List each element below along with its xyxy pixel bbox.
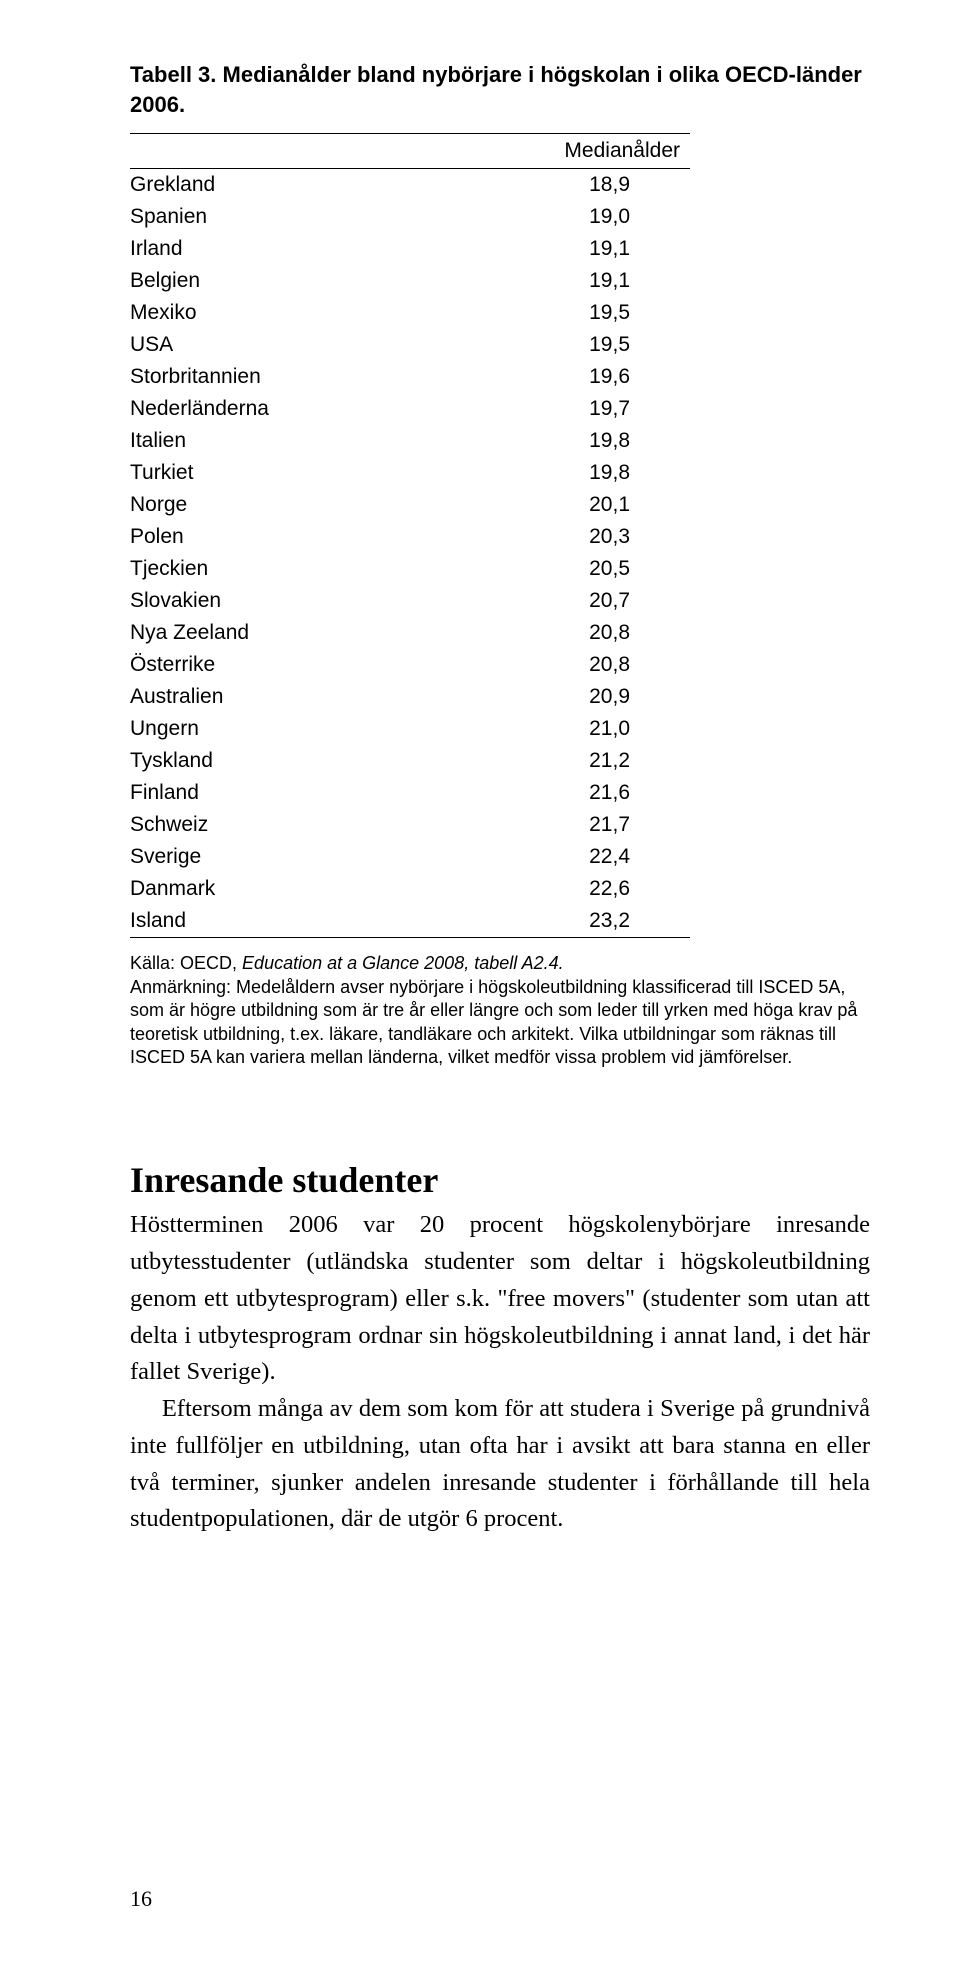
value-cell: 19,1 [424, 265, 690, 297]
value-cell: 21,6 [424, 777, 690, 809]
country-cell: Polen [130, 521, 424, 553]
value-cell: 19,8 [424, 457, 690, 489]
table-row: Italien19,8 [130, 425, 690, 457]
country-cell: Storbritannien [130, 361, 424, 393]
value-cell: 20,3 [424, 521, 690, 553]
value-cell: 19,5 [424, 329, 690, 361]
table-row: Nederländerna19,7 [130, 393, 690, 425]
country-cell: Australien [130, 681, 424, 713]
table-row: Turkiet19,8 [130, 457, 690, 489]
section-heading-inresande: Inresande studenter [130, 1159, 870, 1201]
value-cell: 20,5 [424, 553, 690, 585]
value-cell: 19,5 [424, 297, 690, 329]
value-cell: 19,7 [424, 393, 690, 425]
table-row: Slovakien20,7 [130, 585, 690, 617]
table-header-empty [130, 134, 424, 169]
body-paragraph-2: Eftersom många av dem som kom för att st… [130, 1391, 870, 1538]
value-cell: 21,2 [424, 745, 690, 777]
table-row: Sverige22,4 [130, 841, 690, 873]
table-row: Polen20,3 [130, 521, 690, 553]
table-row: Mexiko19,5 [130, 297, 690, 329]
value-cell: 23,2 [424, 905, 690, 938]
table-row: Belgien19,1 [130, 265, 690, 297]
country-cell: Schweiz [130, 809, 424, 841]
table-source-note: Källa: OECD, Education at a Glance 2008,… [130, 952, 870, 1069]
value-cell: 22,6 [424, 873, 690, 905]
country-cell: Spanien [130, 201, 424, 233]
country-cell: Sverige [130, 841, 424, 873]
country-cell: Nederländerna [130, 393, 424, 425]
table-row: Finland21,6 [130, 777, 690, 809]
value-cell: 20,7 [424, 585, 690, 617]
value-cell: 19,6 [424, 361, 690, 393]
value-cell: 21,0 [424, 713, 690, 745]
country-cell: Mexiko [130, 297, 424, 329]
table-row: Danmark22,6 [130, 873, 690, 905]
table-row: Tyskland21,2 [130, 745, 690, 777]
table-row: Storbritannien19,6 [130, 361, 690, 393]
country-cell: Italien [130, 425, 424, 457]
country-cell: Island [130, 905, 424, 938]
median-age-table: Medianålder Grekland18,9Spanien19,0Irlan… [130, 133, 690, 938]
table-row: Tjeckien20,5 [130, 553, 690, 585]
value-cell: 19,0 [424, 201, 690, 233]
country-cell: Slovakien [130, 585, 424, 617]
country-cell: Finland [130, 777, 424, 809]
table-row: Australien20,9 [130, 681, 690, 713]
country-cell: Ungern [130, 713, 424, 745]
value-cell: 20,1 [424, 489, 690, 521]
country-cell: USA [130, 329, 424, 361]
country-cell: Irland [130, 233, 424, 265]
table-row: Schweiz21,7 [130, 809, 690, 841]
table-row: Österrike20,8 [130, 649, 690, 681]
table-title: Tabell 3. Medianålder bland nybörjare i … [130, 60, 870, 119]
table-row: Ungern21,0 [130, 713, 690, 745]
value-cell: 20,8 [424, 617, 690, 649]
body-paragraph-1: Höstterminen 2006 var 20 procent högskol… [130, 1207, 870, 1391]
table-note: Anmärkning: Medelåldern avser nybörjare … [130, 977, 857, 1067]
value-cell: 21,7 [424, 809, 690, 841]
source-prefix: Källa: OECD, [130, 953, 242, 973]
country-cell: Nya Zeeland [130, 617, 424, 649]
table-row: Nya Zeeland20,8 [130, 617, 690, 649]
table-row: Grekland18,9 [130, 169, 690, 202]
table-row: Norge20,1 [130, 489, 690, 521]
country-cell: Tyskland [130, 745, 424, 777]
country-cell: Danmark [130, 873, 424, 905]
value-cell: 20,8 [424, 649, 690, 681]
country-cell: Belgien [130, 265, 424, 297]
country-cell: Turkiet [130, 457, 424, 489]
value-cell: 20,9 [424, 681, 690, 713]
table-header-value: Medianålder [424, 134, 690, 169]
table-row: Irland19,1 [130, 233, 690, 265]
value-cell: 22,4 [424, 841, 690, 873]
value-cell: 18,9 [424, 169, 690, 202]
value-cell: 19,1 [424, 233, 690, 265]
value-cell: 19,8 [424, 425, 690, 457]
table-row: Spanien19,0 [130, 201, 690, 233]
table-row: Island23,2 [130, 905, 690, 938]
country-cell: Norge [130, 489, 424, 521]
table-row: USA19,5 [130, 329, 690, 361]
page-number: 16 [130, 1886, 152, 1912]
source-citation: Education at a Glance 2008, tabell A2.4. [242, 953, 564, 973]
country-cell: Grekland [130, 169, 424, 202]
country-cell: Österrike [130, 649, 424, 681]
country-cell: Tjeckien [130, 553, 424, 585]
